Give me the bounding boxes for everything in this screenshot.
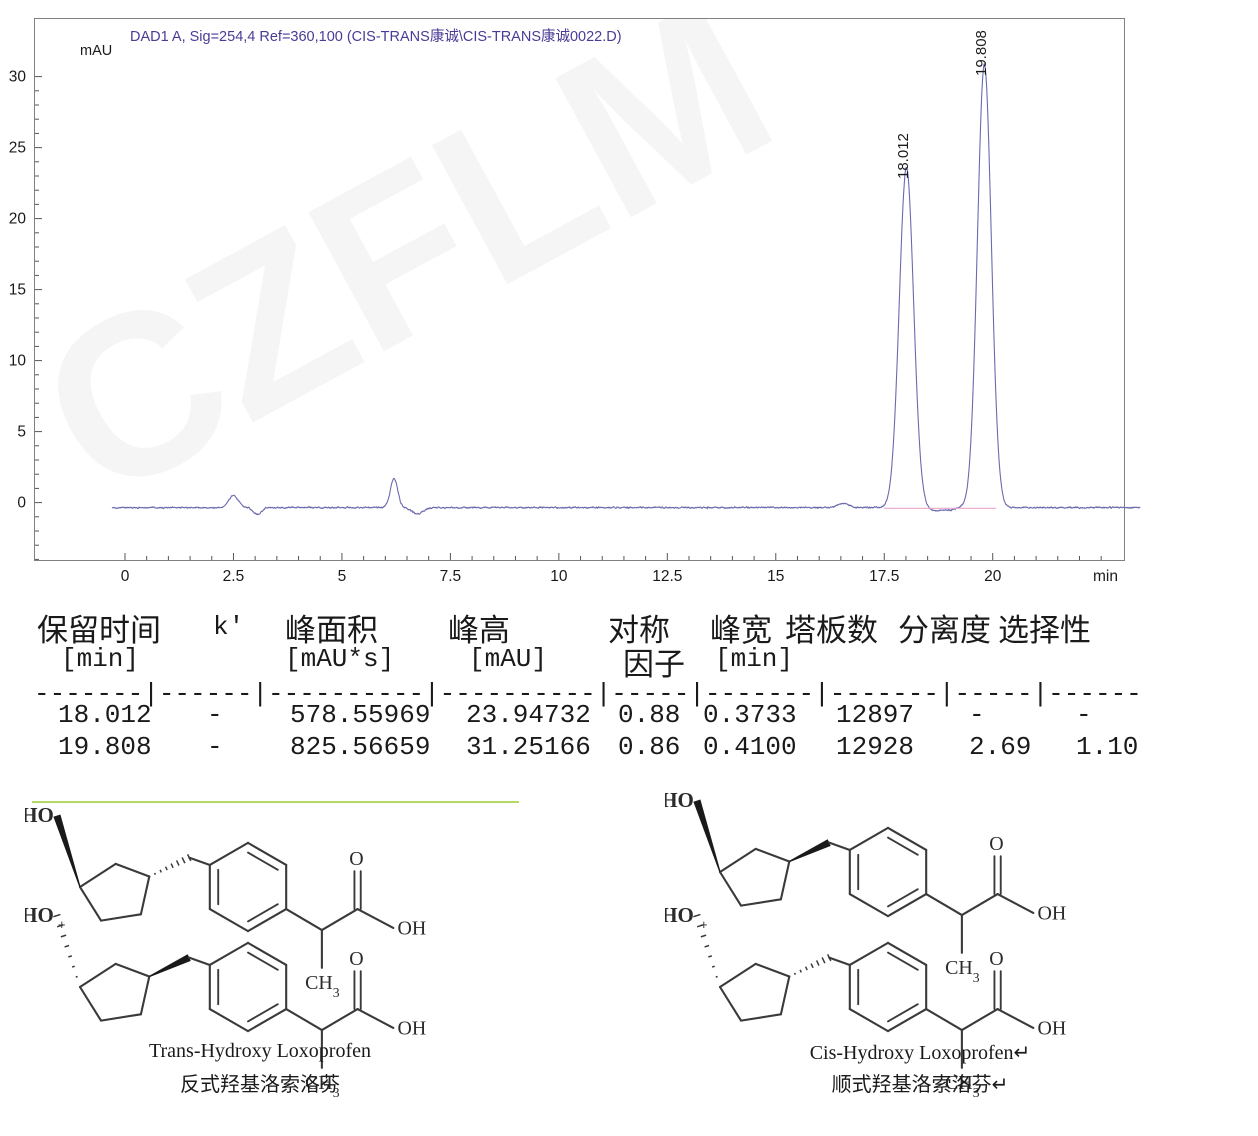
svg-text:5: 5 (17, 424, 26, 441)
svg-text:OH: OH (1037, 1017, 1066, 1039)
svg-text:20: 20 (9, 211, 27, 228)
svg-text:O: O (349, 948, 363, 970)
svg-text:HO: HO (25, 803, 54, 827)
svg-text:10: 10 (9, 353, 27, 370)
svg-text:O: O (989, 833, 1003, 855)
svg-text:0: 0 (17, 495, 26, 512)
svg-text:HO: HO (25, 903, 54, 927)
svg-text:OH: OH (397, 1017, 426, 1039)
svg-text:HO: HO (665, 903, 694, 927)
svg-text:O: O (349, 848, 363, 870)
svg-text:15: 15 (9, 282, 26, 299)
svg-text:30: 30 (9, 69, 27, 86)
svg-text:O: O (989, 948, 1003, 970)
svg-text:25: 25 (9, 140, 26, 157)
